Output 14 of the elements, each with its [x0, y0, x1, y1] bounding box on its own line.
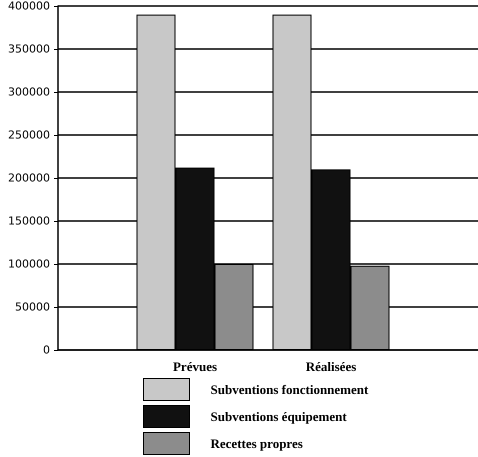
legend-label: Subventions équipement	[210, 409, 348, 424]
y-tick-label: 400000	[8, 0, 50, 12]
y-tick-label: 0	[43, 344, 50, 356]
legend-label: Subventions fonctionnement	[210, 382, 369, 397]
legend-label: Recettes propres	[210, 436, 303, 451]
x-tick-label: Réalisées	[306, 359, 356, 374]
y-tick-label: 200000	[8, 172, 50, 184]
y-tick-label: 250000	[8, 128, 50, 142]
y-tick-label: 50000	[15, 300, 50, 314]
y-tick-label: 300000	[8, 86, 50, 98]
y-tick-label: 150000	[8, 214, 50, 228]
x-tick-label: Prévues	[172, 359, 218, 374]
y-tick-label: 100000	[8, 258, 50, 270]
y-tick-label: 350000	[8, 42, 50, 56]
